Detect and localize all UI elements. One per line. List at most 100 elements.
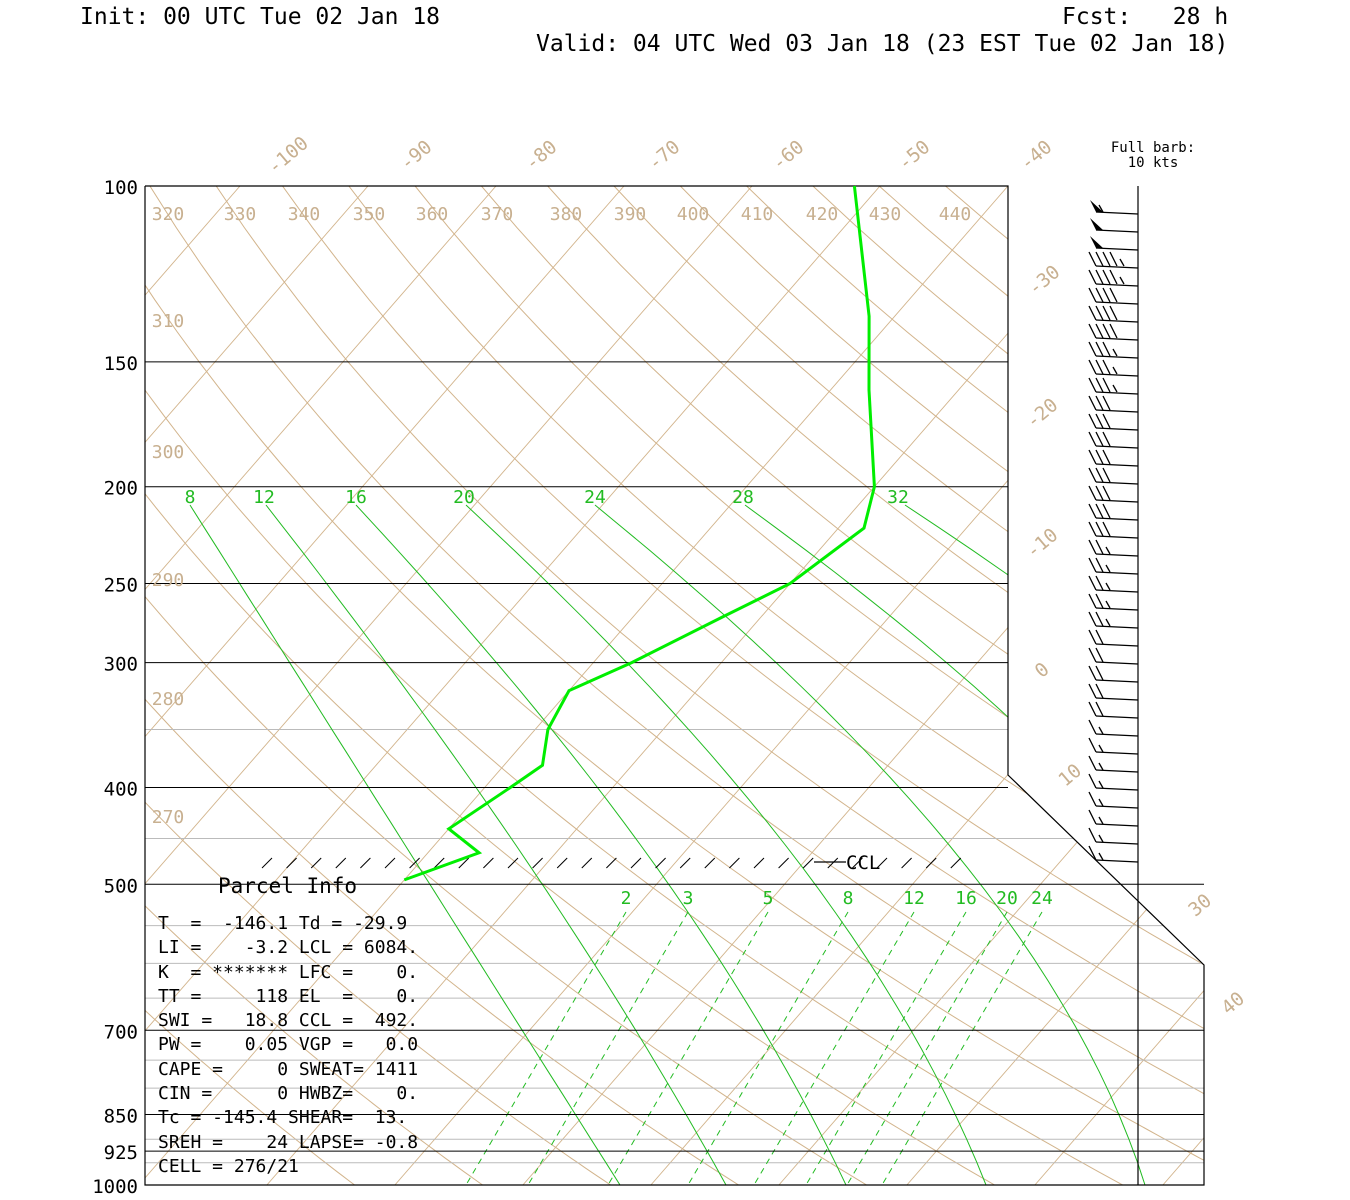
wind-barb-half [1112, 384, 1118, 393]
wind-barb-staff [1095, 427, 1139, 431]
isotherm-label: -30 [1024, 261, 1064, 300]
dry-adiabat [1011, 186, 1204, 1185]
mixing-ratio-line [265, 504, 727, 1185]
wind-barb [1088, 737, 1139, 755]
isotherm [778, 186, 1204, 1185]
wind-barb-full [1102, 503, 1111, 519]
wind-barb-staff [1095, 661, 1139, 665]
wind-barb-staff [1095, 301, 1139, 305]
wind-barb [1090, 236, 1139, 251]
hatch-mark [778, 857, 789, 869]
wind-barb-full [1095, 251, 1104, 267]
mixing-ratio-label: 3 [683, 888, 694, 909]
pressure-tick-label: 100 [104, 177, 138, 199]
wind-barb-half [1112, 348, 1118, 357]
wind-barb-full [1109, 323, 1118, 339]
wind-barb-full [1102, 287, 1111, 303]
isotherm [1034, 186, 1204, 1185]
wind-barb [1088, 341, 1139, 359]
hatch-mark [606, 857, 617, 869]
mixing-ratio-dashed [687, 911, 849, 1185]
isotherm [145, 186, 881, 1185]
hatch-mark [581, 857, 593, 869]
isotherm [0, 186, 112, 1185]
theta-label: 400 [677, 204, 710, 225]
pressure-tick-label: 1000 [92, 1176, 138, 1198]
wind-barb-half [1098, 816, 1104, 825]
wind-barb-full [1095, 665, 1104, 681]
wind-barb [1088, 467, 1139, 485]
wind-barb-full [1088, 791, 1097, 807]
parcel-info-row: CAPE = 0 SWEAT= 1411 [158, 1058, 419, 1080]
wind-barb-full [1088, 719, 1097, 735]
mixing-ratio-dashed [805, 911, 967, 1185]
mixing-ratio-line [744, 504, 1204, 1185]
wind-barb-full [1102, 305, 1111, 321]
wind-barb-full [1088, 611, 1097, 627]
isotherm-label: -10 [1022, 524, 1062, 563]
pressure-tick-label: 150 [104, 353, 138, 375]
wind-barb-staff [1095, 751, 1139, 755]
hatch-mark [630, 857, 642, 869]
hatch-mark [827, 857, 839, 869]
hatch-mark [876, 857, 888, 869]
wind-barb [1088, 323, 1139, 341]
hatch-mark [335, 857, 347, 869]
wind-barb [1088, 449, 1139, 467]
wind-barb-full [1088, 755, 1097, 771]
isotherm-label: -20 [1022, 394, 1062, 433]
wind-barb-full [1088, 593, 1097, 609]
wind-barb-half [1119, 258, 1125, 267]
wind-barb [1088, 665, 1139, 683]
dry-adiabat [878, 186, 1204, 1185]
wind-barb-full [1095, 341, 1104, 357]
wind-barb-full [1095, 701, 1104, 717]
wind-barb [1090, 200, 1139, 215]
wind-barb-staff [1095, 229, 1139, 233]
parcel-info-row: PW = 0.05 VGP = 0.0 [158, 1034, 419, 1056]
theta-label: 440 [939, 204, 972, 225]
isotherm-label: 0 [1031, 658, 1054, 682]
parcel-info-row: TT = 118 EL = 0. [158, 985, 419, 1007]
isotherm-label: -50 [894, 136, 934, 175]
wind-barb-full [1095, 521, 1104, 537]
pressure-tick-label: 500 [104, 875, 138, 897]
theta-label: 320 [152, 204, 185, 225]
wind-barb-full [1088, 647, 1097, 663]
pressure-tick-label: 200 [104, 478, 138, 500]
wind-barb-full [1102, 377, 1111, 393]
isotherm [145, 186, 497, 1185]
wind-barb-staff [1095, 697, 1139, 701]
wind-barb-full [1088, 575, 1097, 591]
wind-barb-full [1095, 575, 1104, 591]
mixing-ratio-label: 24 [1031, 888, 1053, 909]
theta-label: 280 [152, 689, 185, 710]
wind-barb-staff [1095, 247, 1139, 251]
wind-barb [1088, 809, 1139, 827]
hatch-mark [802, 857, 814, 869]
wind-barb [1088, 485, 1139, 503]
mixing-ratio-label: 20 [453, 487, 475, 508]
wind-barb-full [1102, 323, 1111, 339]
wind-barb-full [1088, 809, 1097, 825]
theta-label: 290 [152, 570, 185, 591]
theta-label: 300 [152, 442, 185, 463]
theta-label: 340 [288, 204, 321, 225]
wind-barb-staff [1095, 625, 1139, 629]
wind-barb-full [1095, 557, 1104, 573]
wind-barb-full [1102, 413, 1111, 429]
hatch-mark [507, 857, 519, 869]
hatch-mark [458, 857, 470, 869]
wind-barb [1088, 827, 1139, 845]
dry-adiabat [481, 186, 1204, 1185]
hatch-mark [286, 857, 297, 869]
wind-barb-full [1095, 539, 1104, 555]
hatch-mark [384, 857, 396, 869]
wind-barb-staff [1095, 463, 1139, 467]
wind-barb-half [1105, 600, 1111, 609]
parcel-info-row: CELL = 276/21 [158, 1155, 299, 1177]
hatch-mark [901, 857, 912, 869]
mixing-ratio-label: 16 [955, 888, 977, 909]
wind-barb-half [1098, 780, 1104, 789]
dry-adiabat [613, 186, 1204, 1185]
